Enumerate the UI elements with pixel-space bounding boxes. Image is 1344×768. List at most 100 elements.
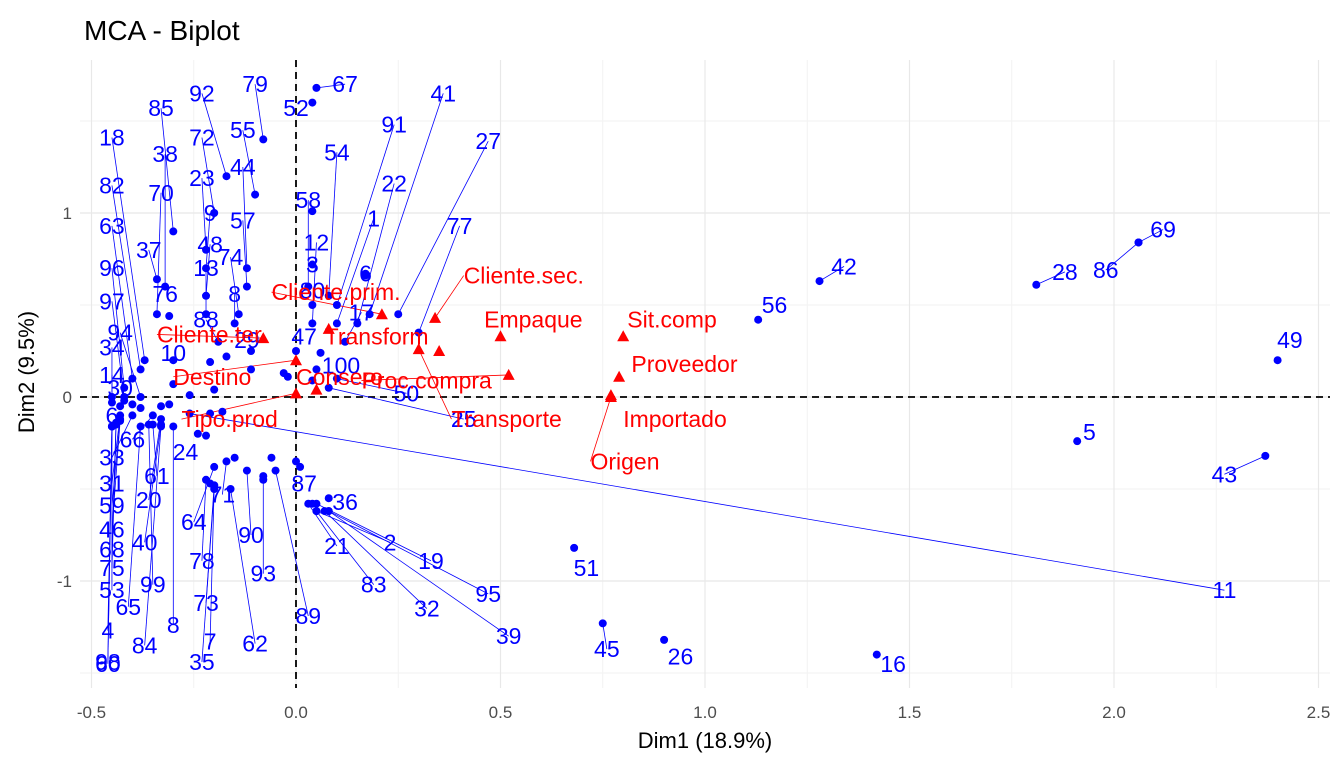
individual-label: 55: [230, 117, 256, 143]
individual-point: [234, 310, 243, 319]
individual-point: [1273, 356, 1282, 365]
individual-label: 90: [238, 522, 264, 548]
variable-label: Consero: [296, 364, 383, 390]
variable-connector-line: [590, 396, 612, 462]
individual-point: [202, 310, 211, 319]
individual-label: 27: [475, 128, 501, 154]
individual-label: 44: [230, 154, 256, 180]
individual-label: 72: [189, 125, 215, 151]
individual-label: 7: [204, 629, 217, 655]
individual-label: 28: [1052, 259, 1078, 285]
individual-label: 94: [107, 320, 133, 346]
individual-label: 26: [668, 643, 694, 669]
individual-label: 18: [99, 125, 125, 151]
x-axis-title: Dim1 (18.9%): [638, 728, 772, 753]
individual-label: 22: [381, 171, 407, 197]
individual-label: 85: [148, 95, 174, 121]
individual-point: [754, 315, 763, 324]
individual-point: [193, 429, 202, 438]
individual-label: 50: [394, 380, 420, 406]
label-connectors: [107, 83, 1266, 664]
individual-point: [324, 383, 333, 392]
individual-label: 87: [291, 470, 317, 496]
individual-label: 84: [132, 632, 158, 658]
individual-point: [660, 635, 669, 644]
x-axis-ticks: -0.5 0.0 0.5 1.0 1.5 2.0 2.5: [77, 703, 1330, 722]
individual-label: 6: [106, 402, 119, 428]
connector-line: [316, 503, 432, 562]
variable-connector-line: [181, 392, 297, 420]
individual-label: 63: [99, 213, 125, 239]
variable-point: [257, 332, 270, 344]
individual-label: 46: [99, 516, 125, 542]
individual-point: [251, 190, 260, 199]
connector-line: [111, 137, 146, 361]
connector-line: [107, 426, 113, 664]
individual-point: [222, 457, 231, 466]
variable-label: Origen: [590, 448, 659, 474]
individual-label: 95: [475, 581, 501, 607]
individual-point: [353, 319, 362, 328]
individual-point: [259, 135, 268, 144]
individual-point: [394, 310, 403, 319]
connector-line: [148, 419, 162, 501]
x-tick-label: 2.0: [1102, 703, 1126, 722]
individual-point: [271, 466, 280, 475]
connector-line: [242, 220, 248, 287]
connector-line: [819, 266, 845, 282]
connector-line: [316, 510, 375, 585]
individual-point: [128, 374, 137, 383]
individual-point: [332, 319, 341, 328]
individual-label: 89: [295, 603, 321, 629]
individual-label: 14: [99, 362, 125, 388]
connector-line: [201, 93, 227, 177]
connector-line: [336, 218, 375, 324]
connector-line: [328, 510, 489, 595]
connector-line: [328, 387, 464, 420]
variable-connector-line: [173, 359, 297, 378]
individual-point: [185, 391, 194, 400]
individual-label: 83: [361, 572, 387, 598]
individual-point: [324, 507, 333, 516]
connector-line: [242, 166, 248, 269]
connector-line: [201, 479, 207, 561]
individual-point: [136, 365, 145, 374]
individual-point: [316, 348, 325, 357]
individual-point: [292, 457, 300, 466]
individual-point: [312, 507, 321, 516]
variable-connector-line: [271, 291, 382, 315]
individual-point: [107, 393, 116, 401]
individual-point: [169, 356, 178, 365]
individual-point: [365, 310, 374, 319]
individual-point: [120, 383, 129, 392]
individual-point: [136, 422, 145, 431]
individual-label: 11: [1212, 577, 1236, 603]
connector-line: [324, 510, 428, 609]
individual-label: 82: [99, 172, 125, 198]
individual-label: 8: [167, 612, 180, 638]
variable-point: [322, 322, 335, 334]
individual-points: [107, 83, 1282, 659]
individual-label: 65: [116, 594, 142, 620]
x-tick-label: 1.0: [693, 703, 717, 722]
connector-line: [156, 192, 162, 315]
individual-label: 34: [99, 334, 125, 360]
individual-point: [157, 422, 166, 431]
variable-connector-line: [434, 275, 465, 319]
individual-point: [247, 347, 256, 355]
variable-label: Destino: [173, 364, 251, 390]
individual-label: 76: [152, 281, 178, 307]
individual-label: 4: [101, 618, 114, 644]
individual-point: [107, 398, 116, 407]
individual-label: 71: [210, 482, 236, 508]
individual-point: [308, 499, 317, 508]
variable-label: Cliente.sec.: [464, 263, 584, 289]
individual-point: [312, 83, 321, 92]
individual-label: 12: [304, 229, 330, 255]
individual-label: 38: [152, 141, 178, 167]
connector-line: [221, 461, 227, 495]
individual-label: 49: [1277, 327, 1303, 353]
individual-label: 80: [300, 277, 326, 303]
individual-label: 9: [204, 200, 217, 226]
